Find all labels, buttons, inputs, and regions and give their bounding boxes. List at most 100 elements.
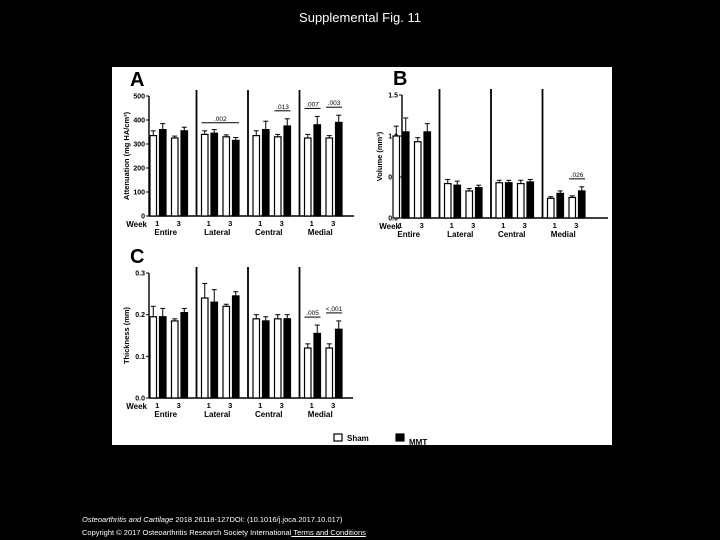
- panel-a-bar-sham: [149, 134, 158, 217]
- panel-a-week-tick-label: 3: [280, 219, 284, 228]
- panel-a-bar-mmt: [283, 125, 292, 217]
- panel-c-bar-mmt: [231, 295, 240, 399]
- panel-a-week-tick-label: 1: [310, 219, 314, 228]
- panel-a-bar-mmt: [334, 121, 343, 217]
- panel-b-week-tick-label: 3: [574, 221, 578, 230]
- panel-c-bar-mmt: [283, 318, 292, 399]
- panel-c-bar-mmt: [313, 332, 322, 399]
- citation-journal: Osteoarthritis and Cartilage: [82, 515, 174, 524]
- panel-c-week-tick-label: 3: [177, 401, 181, 410]
- panel-c-bar-mmt: [334, 328, 343, 399]
- panel-c-y-tick-label: 0.2: [135, 312, 145, 319]
- panel-b-week-tick-label: 1: [501, 221, 505, 230]
- panel-a-bar-sham: [252, 134, 261, 217]
- panel-b-week-tick-label: 3: [420, 221, 424, 230]
- legend-mmt-label: MMT: [409, 438, 427, 445]
- panel-b-week-tick-label: 1: [450, 221, 454, 230]
- panel-c-week-tick-label: 1: [207, 401, 211, 410]
- panel-c-bar-sham: [222, 305, 231, 399]
- panel-b-group-label: Medial: [551, 230, 576, 239]
- panel-b-week-tick-label: 1: [398, 221, 402, 230]
- panel-a-p-value-label: .003: [328, 100, 341, 107]
- panel-a-bar-mmt: [231, 139, 240, 217]
- panel-a-group-label: Entire: [154, 228, 177, 237]
- legend-sham-swatch: [333, 433, 343, 442]
- panel-a-week-tick-label: 3: [177, 219, 181, 228]
- panel-b-group-label: Central: [498, 230, 526, 239]
- panel-c-y-tick-label: 0.0: [135, 396, 145, 403]
- panel-a-label: A: [130, 69, 144, 91]
- panel-c-y-tick-label: 0.1: [135, 354, 145, 361]
- panel-b-bar-mmt: [401, 131, 410, 219]
- panel-b-bar-mmt: [423, 131, 432, 219]
- panel-c-bar-mmt: [210, 301, 219, 399]
- panel-a-group-label: Lateral: [204, 228, 230, 237]
- panel-a-y-tick-label: 100: [133, 190, 145, 197]
- panel-a-p-value-label: .007: [306, 101, 319, 108]
- legend-mmt-swatch: [395, 433, 405, 442]
- panel-c-bar-mmt: [180, 311, 189, 399]
- panel-c-group-label: Central: [255, 410, 283, 419]
- panel-c-week-tick-label: 1: [155, 401, 159, 410]
- panel-b-bar-sham: [516, 182, 525, 219]
- copyright: Copyright © 2017 Osteoarthritis Research…: [82, 528, 366, 537]
- panel-b-bar-sham: [392, 135, 401, 219]
- panel-c-group-label: Lateral: [204, 410, 230, 419]
- copyright-text: Copyright © 2017 Osteoarthritis Research…: [82, 528, 292, 537]
- panel-c-bar-sham: [325, 347, 334, 399]
- panel-a-week-label: Week: [126, 220, 147, 229]
- panel-c-week-label: Week: [126, 402, 147, 411]
- panel-a-p-value-label: .002: [214, 116, 227, 123]
- panel-c-bar-sham: [273, 318, 282, 399]
- panel-c-bar-sham: [170, 320, 179, 399]
- figure-svg: A 0 100 200 300 400 500 Attenuation (mg HA/cm³)…: [122, 68, 608, 445]
- panel-b-bar-sham: [443, 182, 452, 219]
- panel-b-week-tick-label: 1: [553, 221, 557, 230]
- slide-title: Supplemental Fig. 11: [299, 10, 421, 25]
- terms-and-conditions-link[interactable]: Terms and Conditions: [291, 528, 366, 537]
- panel-b-p-value-label: .026: [571, 172, 584, 179]
- panel-c-group-label: Entire: [154, 410, 177, 419]
- panel-a-bar-sham: [222, 136, 231, 217]
- panel-b-bar-mmt: [526, 181, 535, 219]
- panel-b-y-tick-label: 0.0: [388, 216, 398, 223]
- panel-c-week-tick-label: 1: [310, 401, 314, 410]
- panel-c-bar-sham: [303, 347, 312, 399]
- citation-details: 2018 26118-127DOI: (10.1016/j.joca.2017.…: [173, 515, 343, 524]
- panel-c-week-tick-label: 1: [258, 401, 262, 410]
- panel-b-bar-sham: [546, 197, 555, 219]
- panel-c-week-tick-label: 3: [331, 401, 335, 410]
- panel-b-week-label: Week: [379, 222, 400, 231]
- panel-a-y-tick-label: 300: [133, 142, 145, 149]
- panel-a-group-label: Central: [255, 228, 283, 237]
- panel-b-bar-mmt: [504, 182, 513, 219]
- panel-c-week-tick-label: 3: [228, 401, 232, 410]
- panel-c-bar-sham: [200, 297, 209, 399]
- panel-b-y-tick-label: 1.5: [388, 93, 398, 100]
- panel-a-bar-sham: [325, 137, 334, 217]
- panel-a-week-tick-label: 1: [155, 219, 159, 228]
- panel-a-y-tick-label: 400: [133, 118, 145, 125]
- panel-a-bar-mmt: [313, 124, 322, 217]
- panel-c-bar-sham: [149, 316, 158, 399]
- panel-a-group-label: Medial: [308, 228, 333, 237]
- panel-a-bar-mmt: [158, 128, 167, 217]
- panel-a-bar-mmt: [210, 132, 219, 217]
- panel-c-p-value-label: .005: [306, 310, 319, 317]
- panel-a-bar-sham: [170, 137, 179, 217]
- panel-a-week-tick-label: 1: [258, 219, 262, 228]
- panel-b-bar-sham: [465, 190, 474, 219]
- panel-b-bar-mmt: [474, 187, 483, 219]
- panel-c-bar-mmt: [158, 316, 167, 399]
- panel-b-bar-sham: [495, 182, 504, 219]
- panel-a-bar-mmt: [180, 130, 189, 217]
- panel-b-y-axis-title: Volume (mm³): [375, 131, 384, 181]
- panel-c-p-value-label: <.001: [326, 306, 343, 313]
- panel-c-bar-sham: [252, 318, 261, 399]
- panel-a-bar-sham: [273, 136, 282, 217]
- panel-b-bar-mmt: [556, 192, 565, 219]
- panel-c-group-label: Medial: [308, 410, 333, 419]
- figure-panel: A 0 100 200 300 400 500 Attenuation (mg HA/cm³)…: [112, 67, 612, 445]
- panel-a-p-value-label: .013: [276, 104, 289, 111]
- panel-b-bar-mmt: [577, 190, 586, 219]
